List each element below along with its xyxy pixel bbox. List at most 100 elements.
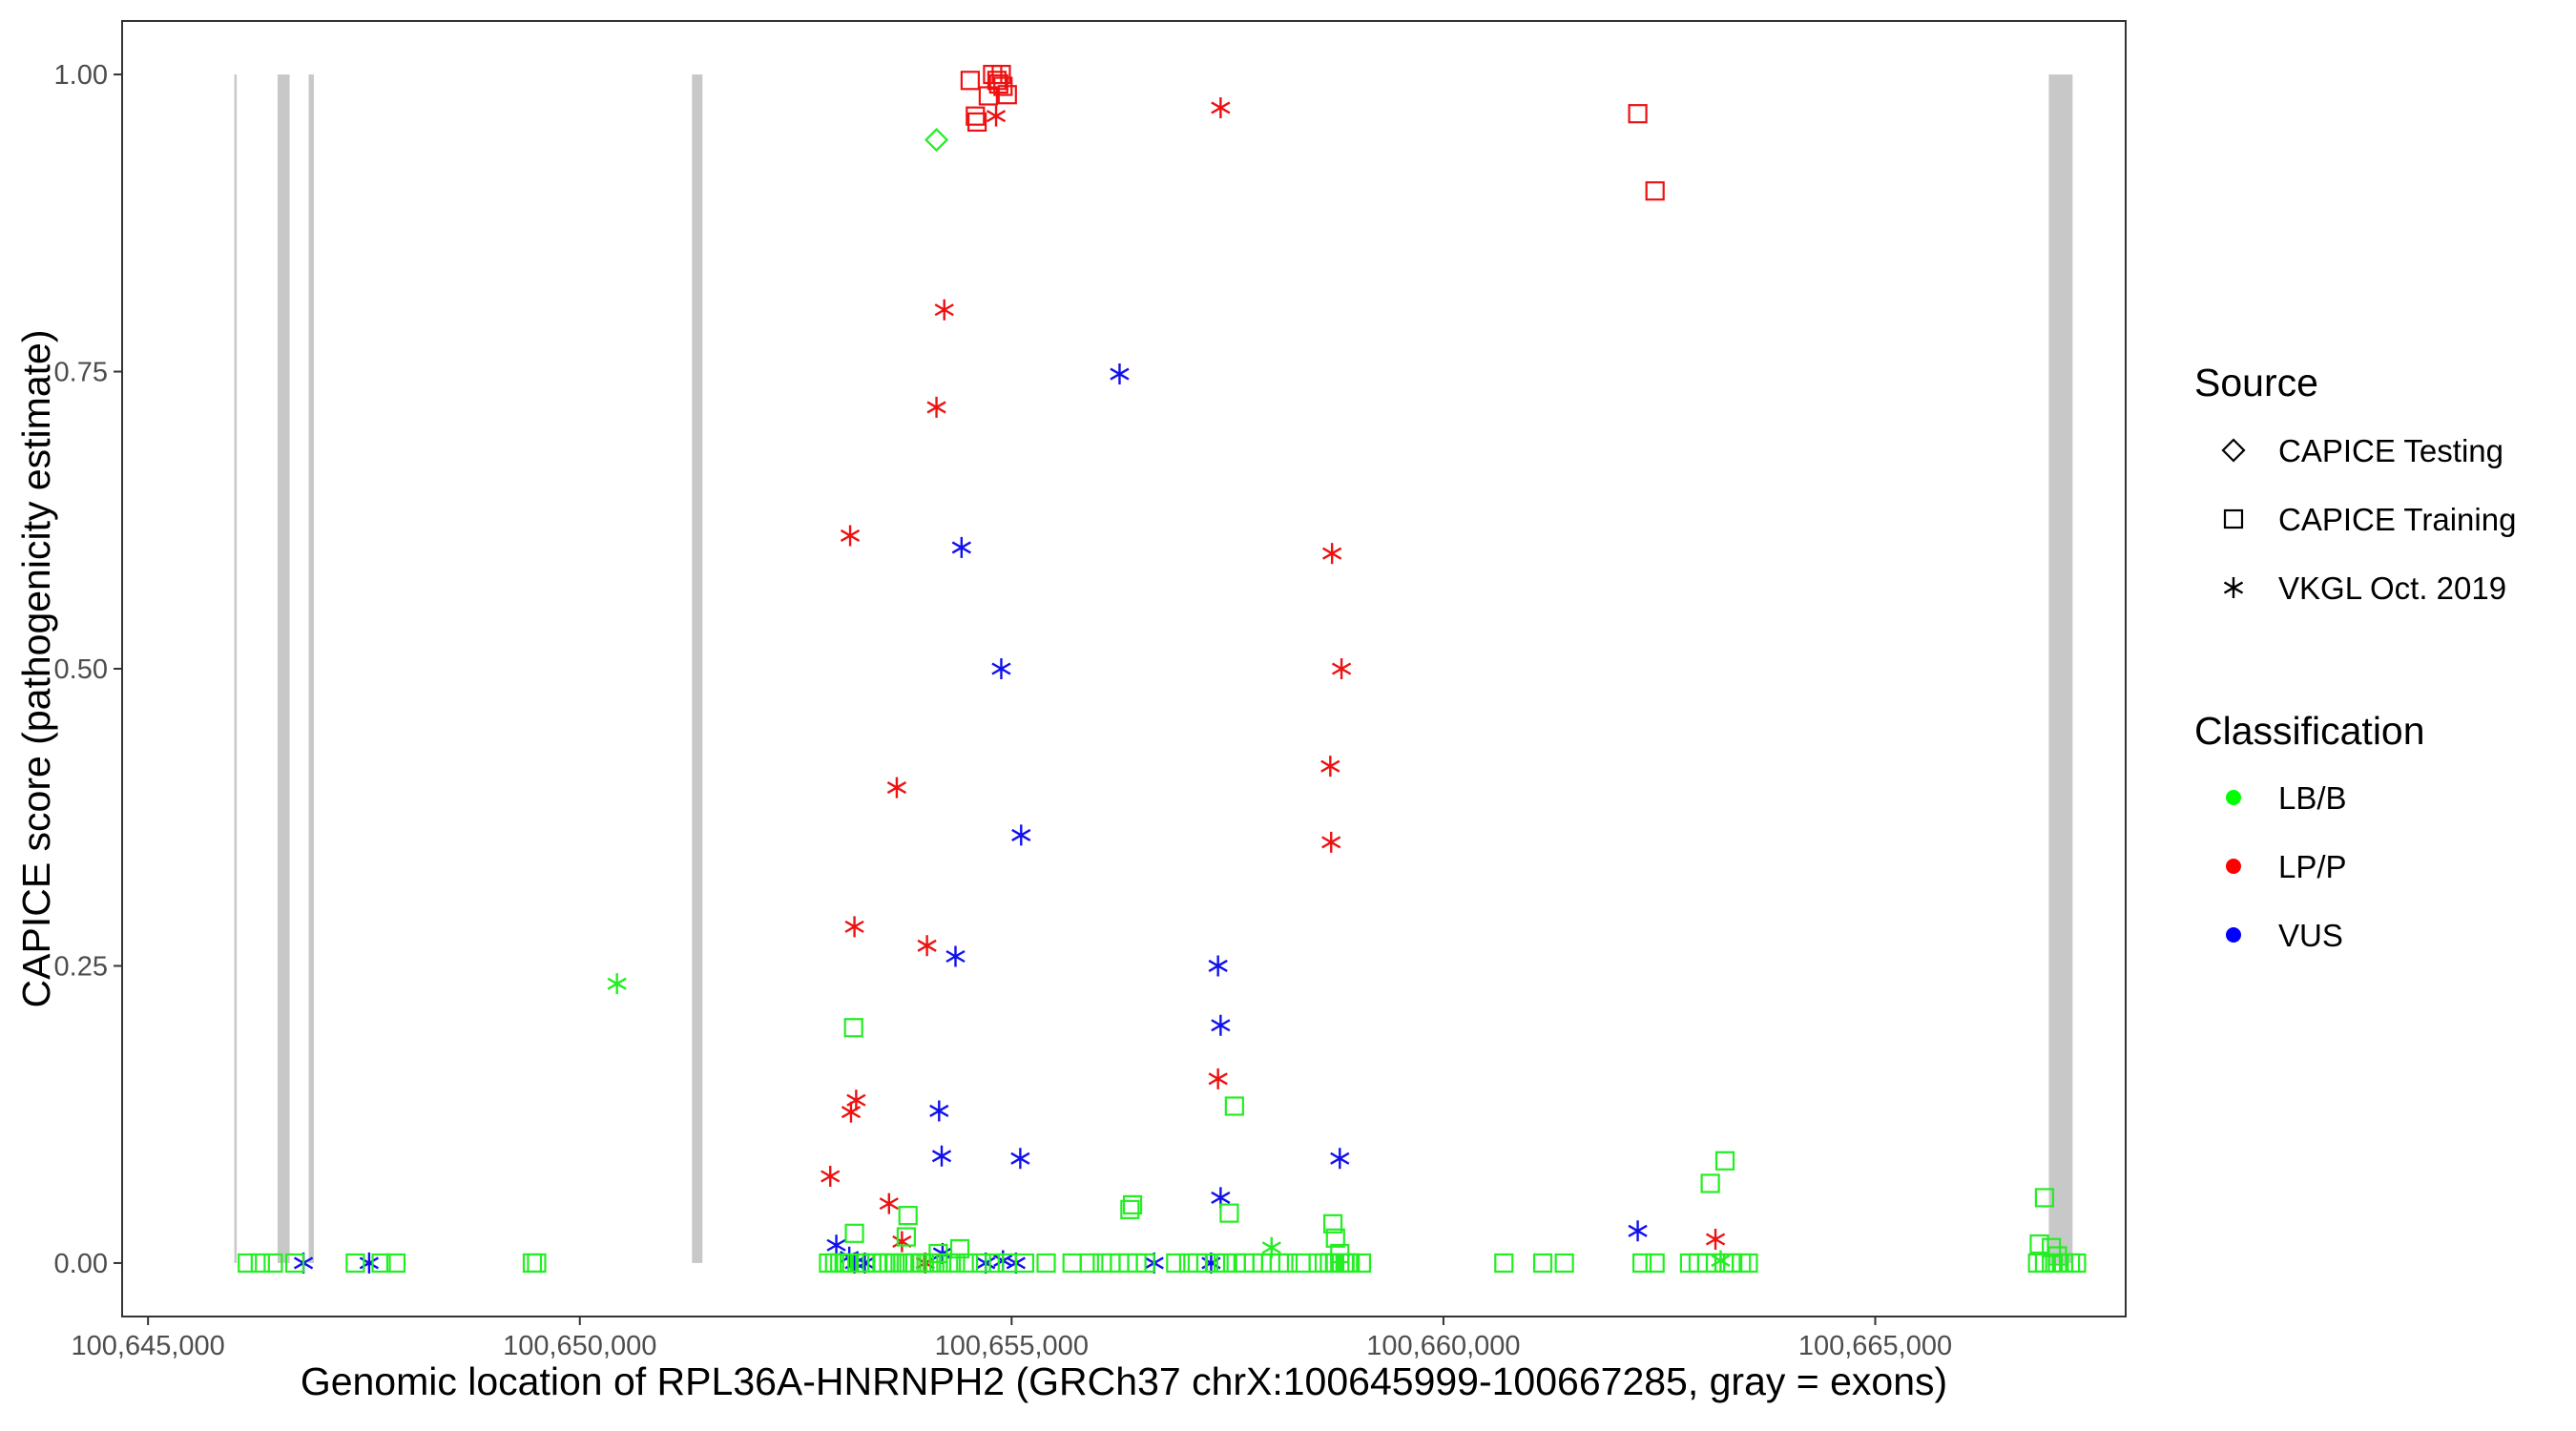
data-point	[841, 1101, 862, 1123]
data-point	[1532, 1253, 1553, 1274]
plot-panel-border	[121, 20, 2127, 1317]
data-point	[1705, 1229, 1726, 1251]
data-point	[1224, 1096, 1244, 1116]
data-point	[912, 1253, 932, 1274]
data-point	[1122, 1194, 1143, 1214]
data-point	[892, 1231, 912, 1253]
data-point	[1322, 1213, 1343, 1234]
data-point	[843, 1018, 863, 1038]
exon-band	[234, 74, 238, 1263]
data-point	[1079, 1253, 1099, 1274]
exon-band	[277, 74, 290, 1263]
data-point	[1211, 96, 1231, 118]
data-point	[385, 1253, 406, 1274]
legend-classification-title: Classification	[2194, 709, 2425, 753]
data-point	[1628, 104, 1648, 124]
data-point	[958, 1253, 979, 1274]
data-point	[879, 1192, 899, 1214]
legend-classification-label: LP/P	[2278, 849, 2347, 884]
data-point	[607, 973, 627, 995]
data-point	[873, 1253, 893, 1274]
data-point	[1014, 1253, 1035, 1274]
data-point	[898, 1206, 918, 1226]
exon-band	[2048, 74, 2073, 1263]
data-point	[522, 1253, 543, 1274]
data-point	[1278, 1253, 1298, 1274]
data-point	[1331, 658, 1352, 679]
data-point	[951, 536, 971, 558]
data-point	[844, 1223, 864, 1243]
data-point	[1632, 1253, 1652, 1274]
data-point	[971, 1253, 991, 1274]
x-tick-label: 100,645,000	[72, 1331, 225, 1361]
legend-classification-label: LB/B	[2278, 780, 2347, 816]
data-point	[924, 128, 949, 153]
data-point	[821, 1165, 841, 1187]
data-point	[345, 1253, 365, 1274]
data-point	[1322, 543, 1342, 565]
data-point	[846, 1089, 866, 1111]
data-point	[1211, 1014, 1231, 1036]
data-point	[238, 1253, 258, 1274]
data-point	[1215, 1253, 1236, 1274]
data-point	[1340, 1253, 1361, 1274]
data-point	[1554, 1253, 1574, 1274]
data-point	[1205, 1253, 1226, 1274]
legend-source-label: CAPICE Testing	[2278, 433, 2503, 468]
legend-classification: Classification LB/B LP/P VUS	[2194, 709, 2425, 953]
data-point	[1120, 1199, 1140, 1219]
data-point	[991, 64, 1011, 85]
data-point	[991, 658, 1011, 679]
data-point	[1320, 756, 1340, 778]
data-point	[1308, 1253, 1328, 1274]
data-point	[1135, 1253, 1155, 1274]
data-point	[2029, 1234, 2049, 1255]
legend-source-key	[2223, 577, 2244, 598]
data-point	[1628, 1220, 1648, 1242]
legend-source: Source CAPICE Testing CAPICE Training VKGL…	[2194, 361, 2516, 606]
data-point	[1219, 1203, 1239, 1223]
y-tick-label: 0.00	[54, 1249, 108, 1279]
data-point	[1494, 1253, 1514, 1274]
data-point	[1714, 1151, 1735, 1171]
legend-source-label: VKGL Oct. 2019	[2278, 570, 2506, 606]
exon-band	[308, 74, 314, 1263]
data-point	[1036, 1253, 1056, 1274]
legend-classification-key	[2226, 790, 2241, 805]
data-point	[250, 1253, 270, 1274]
x-tick-label: 100,665,000	[1798, 1331, 1952, 1361]
x-tick-label: 100,655,000	[935, 1331, 1089, 1361]
data-point	[1010, 1148, 1030, 1170]
legend-classification-key	[2226, 859, 2241, 874]
legend-source-title: Source	[2194, 361, 2318, 404]
data-point	[359, 1252, 380, 1274]
data-point	[987, 71, 1008, 91]
data-point	[945, 945, 966, 967]
y-tick-label: 0.25	[54, 951, 108, 982]
data-point	[966, 106, 986, 126]
y-axis: 0.00 0.25 0.50 0.75 1.00	[54, 60, 122, 1279]
data-point	[1166, 1253, 1186, 1274]
data-point	[929, 1100, 949, 1122]
data-points	[238, 64, 2087, 1274]
data-point	[2034, 1188, 2055, 1208]
data-point	[867, 1253, 887, 1274]
data-point	[1645, 181, 1665, 201]
data-point	[931, 1145, 952, 1167]
data-point	[1011, 824, 1031, 846]
data-point	[840, 525, 861, 547]
data-point	[844, 916, 864, 938]
data-point	[1645, 1253, 1665, 1274]
y-tick-label: 0.75	[54, 358, 108, 388]
y-tick-label: 1.00	[54, 60, 108, 91]
exon-band	[692, 74, 703, 1263]
data-point	[1321, 831, 1341, 853]
data-point	[527, 1253, 547, 1274]
legend-classification-label: VUS	[2278, 918, 2343, 953]
data-point	[1208, 955, 1228, 977]
data-point	[967, 112, 987, 132]
data-point	[1110, 363, 1130, 385]
y-tick-label: 0.50	[54, 654, 108, 685]
data-point	[826, 1234, 846, 1256]
